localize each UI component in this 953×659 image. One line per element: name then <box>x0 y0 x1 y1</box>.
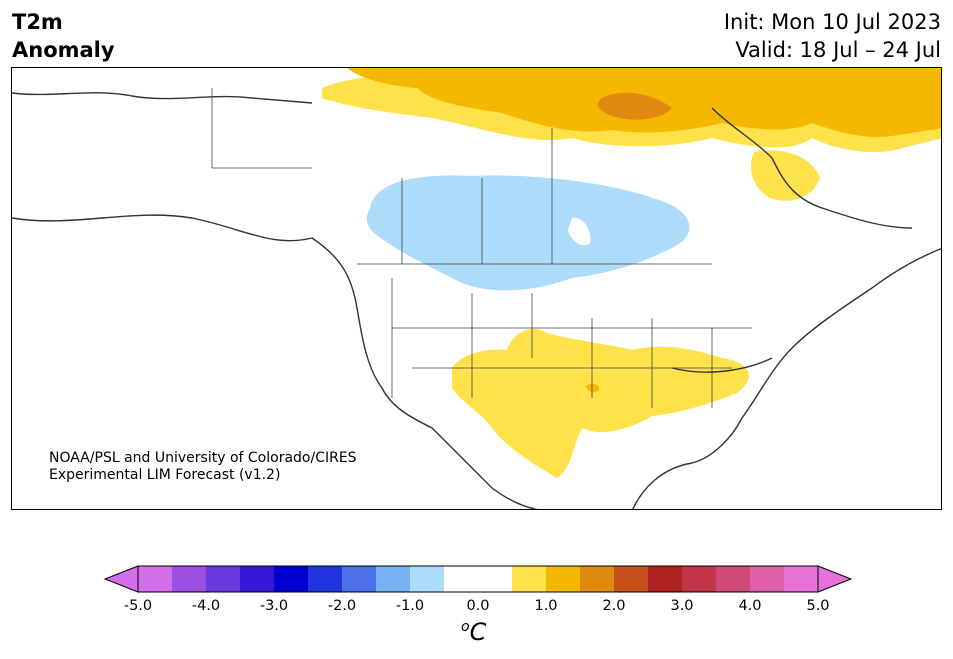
colorbar-segment <box>138 566 173 592</box>
forecast-dates: Init: Mon 10 Jul 2023 Valid: 18 Jul – 24… <box>724 8 941 64</box>
colorbar-segment <box>308 566 343 592</box>
colorbar-tick-label: -4.0 <box>191 598 221 614</box>
unit-superscript: o <box>461 619 470 635</box>
title-line-2: Anomaly <box>12 38 115 62</box>
colorbar-segment <box>716 566 751 592</box>
colorbar-segment <box>410 566 445 592</box>
colorbar-tick-label: -1.0 <box>395 598 425 614</box>
colorbar-segment <box>444 566 479 592</box>
coastlines <box>12 92 941 509</box>
colorbar-segment <box>682 566 717 592</box>
map-title: T2m Anomaly <box>12 8 115 64</box>
colorbar-segment <box>342 566 377 592</box>
colorbar-frame <box>137 565 819 593</box>
colorbar-scale <box>103 565 853 593</box>
anomaly-map: NOAA/PSL and University of Colorado/CIRE… <box>11 67 942 510</box>
colorbar-segment <box>274 566 309 592</box>
colorbar-tick-label: -3.0 <box>259 598 289 614</box>
lake-winnipeg <box>568 217 591 246</box>
colorbar-segment <box>784 566 819 592</box>
colorbar-tick-label: 4.0 <box>738 598 762 614</box>
colorbar-segment <box>614 566 649 592</box>
warm-anomaly-texas-gold <box>586 383 600 393</box>
colorbar-tick-label: -2.0 <box>327 598 357 614</box>
valid-date: Valid: 18 Jul – 24 Jul <box>735 38 941 62</box>
colorbar <box>103 565 853 597</box>
map-canvas <box>12 68 941 509</box>
colorbar-min-arrow <box>103 565 139 593</box>
colorbar-max-arrow <box>817 565 853 593</box>
credit-line-1: NOAA/PSL and University of Colorado/CIRE… <box>49 450 357 466</box>
unit-letter: C <box>469 618 487 646</box>
title-line-1: T2m <box>12 10 63 34</box>
warm-anomaly-quebec <box>750 150 820 201</box>
colorbar-tick-label: 0.0 <box>466 598 490 614</box>
init-date: Init: Mon 10 Jul 2023 <box>723 10 941 34</box>
colorbar-segment <box>376 566 411 592</box>
credit-text: NOAA/PSL and University of Colorado/CIRE… <box>49 450 357 484</box>
warm-anomaly-southern-us <box>452 329 749 478</box>
colorbar-segment <box>750 566 785 592</box>
colorbar-segment <box>206 566 241 592</box>
political-borders <box>211 88 752 408</box>
colorbar-tick-label: 3.0 <box>670 598 694 614</box>
colorbar-tick-label: -5.0 <box>123 598 153 614</box>
colorbar-tick-label: 1.0 <box>534 598 558 614</box>
colorbar-segment <box>546 566 581 592</box>
cool-anomaly-prairies <box>366 175 690 291</box>
colorbar-segment <box>580 566 615 592</box>
colorbar-segment <box>240 566 275 592</box>
colorbar-tick-label: 2.0 <box>602 598 626 614</box>
colorbar-segment <box>512 566 547 592</box>
colorbar-segment <box>172 566 207 592</box>
colorbar-tick-label: 5.0 <box>806 598 830 614</box>
colorbar-segment <box>478 566 513 592</box>
colorbar-unit: oC <box>461 618 486 646</box>
warm-anomaly-arctic-orange <box>597 92 672 120</box>
credit-line-2: Experimental LIM Forecast (v1.2) <box>49 467 281 483</box>
colorbar-segment <box>648 566 683 592</box>
colorbar-ticks: -5.0 -4.0 -3.0 -2.0 -1.0 0.0 1.0 2.0 3.0 4.0 5.0 <box>0 598 953 618</box>
